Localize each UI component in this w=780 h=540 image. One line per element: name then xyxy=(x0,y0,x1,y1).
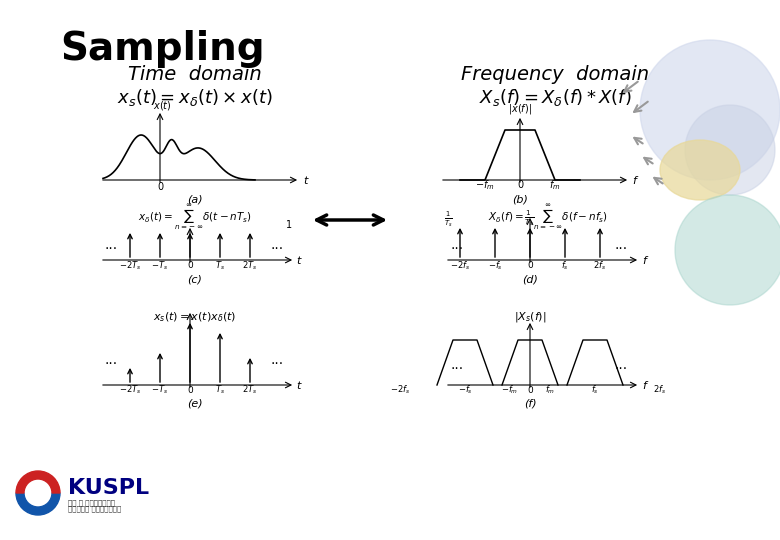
Text: $|X_s(f)|$: $|X_s(f)|$ xyxy=(514,310,546,324)
Text: $f_s$: $f_s$ xyxy=(561,259,569,272)
Text: $T_s$: $T_s$ xyxy=(215,384,225,396)
Text: $f$: $f$ xyxy=(642,254,649,266)
Text: $-2T_s$: $-2T_s$ xyxy=(119,384,141,396)
Text: (d): (d) xyxy=(522,274,538,284)
Text: $-f_s$: $-f_s$ xyxy=(458,384,473,396)
Text: Sampling: Sampling xyxy=(60,30,264,68)
Text: $x_s(t) = x_\delta(t) \times x(t)$: $x_s(t) = x_\delta(t) \times x(t)$ xyxy=(117,87,273,108)
Circle shape xyxy=(685,105,775,195)
Text: $-f_m$: $-f_m$ xyxy=(502,384,519,396)
Text: KUSPL: KUSPL xyxy=(68,478,149,498)
Text: $|x(f)|$: $|x(f)|$ xyxy=(508,103,532,117)
Text: $-2f_s$: $-2f_s$ xyxy=(390,384,410,396)
Text: 0: 0 xyxy=(527,261,533,270)
Text: (c): (c) xyxy=(187,274,203,284)
Text: (e): (e) xyxy=(187,399,203,409)
Text: $f_s$: $f_s$ xyxy=(591,384,599,396)
Text: 0: 0 xyxy=(187,261,193,270)
Circle shape xyxy=(675,195,780,305)
Text: (b): (b) xyxy=(512,194,528,204)
Text: $-2f_s$: $-2f_s$ xyxy=(450,259,470,272)
Text: $2T_s$: $2T_s$ xyxy=(243,259,257,272)
Text: (f): (f) xyxy=(523,399,537,409)
Text: $2f_s$: $2f_s$ xyxy=(654,384,667,396)
Text: 신호 및 신호처리연구실: 신호 및 신호처리연구실 xyxy=(68,500,115,507)
Text: ...: ... xyxy=(615,238,628,252)
Text: $x(t)$: $x(t)$ xyxy=(153,98,172,111)
Text: Time  domain: Time domain xyxy=(128,65,262,84)
Text: Frequency  domain: Frequency domain xyxy=(461,65,649,84)
Text: $t$: $t$ xyxy=(303,174,310,186)
Text: $f$: $f$ xyxy=(642,379,649,391)
Text: ...: ... xyxy=(615,358,628,372)
Text: 0: 0 xyxy=(527,386,533,395)
Text: $-f_m$: $-f_m$ xyxy=(475,178,495,192)
Text: ...: ... xyxy=(105,353,118,367)
Text: $t$: $t$ xyxy=(296,379,303,391)
Text: $\frac{1}{T_s}$: $\frac{1}{T_s}$ xyxy=(444,210,452,229)
Text: $f_m$: $f_m$ xyxy=(545,384,555,396)
Text: $x_\delta(t) = \sum_{n=-\infty}^{\infty}\delta(t-nT_s)$: $x_\delta(t) = \sum_{n=-\infty}^{\infty}… xyxy=(138,202,252,232)
Text: 1: 1 xyxy=(286,220,292,230)
Text: $X_\delta(f) = \frac{1}{T_s}\sum_{n=-\infty}^{\infty}\delta(f-nf_s)$: $X_\delta(f) = \frac{1}{T_s}\sum_{n=-\in… xyxy=(488,202,608,232)
Text: $f$: $f$ xyxy=(632,174,640,186)
Circle shape xyxy=(640,40,780,180)
Text: $2f_s$: $2f_s$ xyxy=(594,259,607,272)
Text: $t$: $t$ xyxy=(296,254,303,266)
Text: $f_m$: $f_m$ xyxy=(549,178,561,192)
Text: $-T_s$: $-T_s$ xyxy=(151,384,168,396)
Text: $x_s(t) = x(t) x_\delta(t)$: $x_s(t) = x(t) x_\delta(t)$ xyxy=(154,310,236,323)
Text: 0: 0 xyxy=(157,182,163,192)
Text: $X_s(f) = X_\delta(f) * X(f)$: $X_s(f) = X_\delta(f) * X(f)$ xyxy=(479,87,631,108)
Text: ...: ... xyxy=(450,358,463,372)
Text: ...: ... xyxy=(450,238,463,252)
Wedge shape xyxy=(16,471,60,493)
Text: 0: 0 xyxy=(517,180,523,190)
Wedge shape xyxy=(16,493,60,515)
Text: $-2T_s$: $-2T_s$ xyxy=(119,259,141,272)
Ellipse shape xyxy=(660,140,740,200)
Text: $-T_s$: $-T_s$ xyxy=(151,259,168,272)
Text: $2T_s$: $2T_s$ xyxy=(243,384,257,396)
Text: 0: 0 xyxy=(187,386,193,395)
Text: (a): (a) xyxy=(187,194,203,204)
Text: 고려대학교 전기전자공학부: 고려대학교 전기전자공학부 xyxy=(68,505,121,512)
Text: $T_s$: $T_s$ xyxy=(215,259,225,272)
Text: ...: ... xyxy=(270,238,283,252)
Text: ...: ... xyxy=(105,238,118,252)
Text: $-f_s$: $-f_s$ xyxy=(488,259,502,272)
Text: ...: ... xyxy=(270,353,283,367)
